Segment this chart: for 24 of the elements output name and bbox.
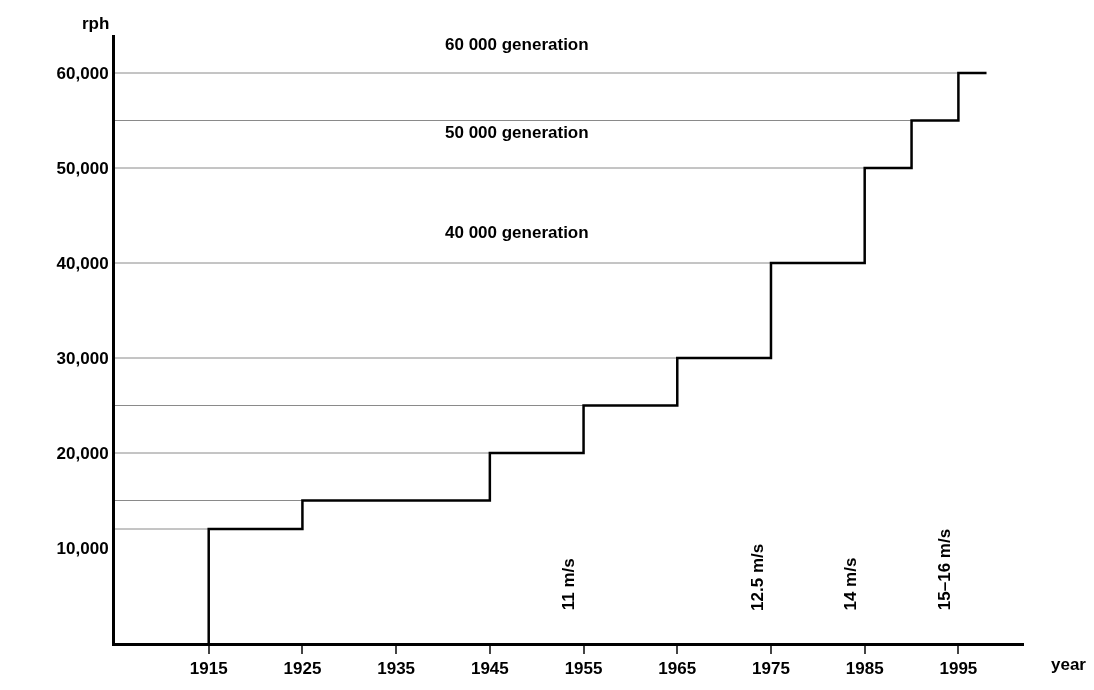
- annotation: 60 000 generation: [445, 35, 589, 54]
- y-tick-label: 20,000: [56, 443, 109, 463]
- annotation: 50 000 generation: [445, 123, 589, 142]
- y-tick-label: 30,000: [56, 348, 109, 368]
- x-tick-label: 1935: [377, 659, 416, 679]
- x-tick-label: 1965: [658, 659, 697, 679]
- annotation: 11 m/s: [559, 558, 579, 611]
- x-tick-label: 1975: [752, 659, 790, 679]
- x-tick-label: 1945: [470, 659, 509, 679]
- x-tick-label: 1985: [845, 659, 884, 679]
- y-tick-label: 40,000: [56, 253, 109, 273]
- y-tick-label: 60,000: [56, 63, 109, 83]
- x-tick-label: 1915: [189, 659, 228, 679]
- x-axis-title: year: [1051, 655, 1087, 674]
- x-tick-label: 1955: [564, 659, 603, 679]
- annotation: 40 000 generation: [445, 223, 589, 242]
- y-tick-label: 50,000: [56, 158, 109, 178]
- x-tick-label: 1925: [283, 659, 322, 679]
- x-tick-label: 1995: [939, 659, 978, 679]
- y-tick-label: 10,000: [56, 538, 109, 558]
- annotation: 14 m/s: [841, 557, 861, 611]
- annotation: 15–16 m/s: [934, 528, 954, 611]
- y-axis-title: rph: [82, 14, 110, 33]
- annotation: 12.5 m/s: [747, 543, 767, 611]
